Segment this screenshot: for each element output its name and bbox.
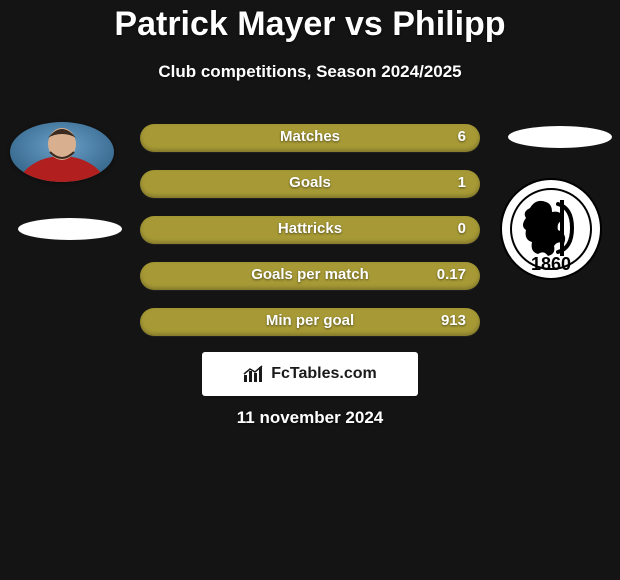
stat-label: Hattricks	[140, 220, 480, 237]
stat-bar: Min per goal913	[140, 308, 480, 336]
stat-value: 6	[458, 128, 466, 145]
stat-value: 0.17	[437, 266, 466, 283]
stat-label: Matches	[140, 128, 480, 145]
bar-chart-icon	[243, 365, 265, 383]
stat-bar: Hattricks0	[140, 216, 480, 244]
page-title: Patrick Mayer vs Philipp	[0, 5, 620, 44]
stat-value: 913	[441, 312, 466, 329]
right-ellipse	[508, 126, 612, 148]
stat-bar: Goals1	[140, 170, 480, 198]
comparison-card: Patrick Mayer vs Philipp Club competitio…	[0, 0, 620, 580]
stat-label: Min per goal	[140, 312, 480, 329]
subtitle: Club competitions, Season 2024/2025	[0, 62, 620, 82]
stat-bars: Matches6Goals1Hattricks0Goals per match0…	[140, 124, 480, 354]
club-emblem: 1860	[500, 178, 602, 280]
emblem-year: 1860	[531, 254, 571, 274]
source-text: FcTables.com	[271, 365, 377, 383]
stat-bar: Goals per match0.17	[140, 262, 480, 290]
stat-value: 1	[458, 174, 466, 191]
stat-label: Goals per match	[140, 266, 480, 283]
source-badge: FcTables.com	[202, 352, 418, 396]
date: 11 november 2024	[0, 408, 620, 428]
stat-value: 0	[458, 220, 466, 237]
stat-bar: Matches6	[140, 124, 480, 152]
player-left-avatar	[10, 122, 114, 182]
stat-label: Goals	[140, 174, 480, 191]
left-ellipse	[18, 218, 122, 240]
